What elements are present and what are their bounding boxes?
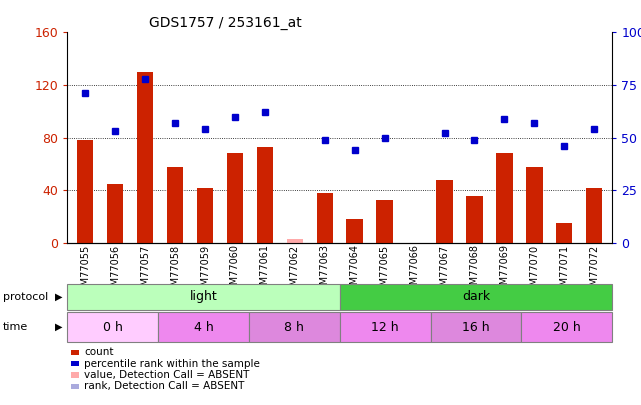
Text: 8 h: 8 h [285, 320, 304, 334]
Text: count: count [84, 347, 113, 357]
Text: 0 h: 0 h [103, 320, 122, 334]
Text: light: light [190, 290, 217, 303]
Text: percentile rank within the sample: percentile rank within the sample [84, 359, 260, 369]
Bar [437, 180, 453, 243]
Bar [340, 284, 612, 310]
Text: protocol: protocol [3, 292, 49, 302]
Bar [137, 72, 153, 243]
Bar [496, 153, 513, 243]
Text: 12 h: 12 h [371, 320, 399, 334]
Text: 20 h: 20 h [553, 320, 581, 334]
Bar [167, 167, 183, 243]
Bar [67, 312, 158, 342]
Bar [556, 223, 572, 243]
Bar [347, 220, 363, 243]
Bar [197, 188, 213, 243]
Bar [340, 312, 431, 342]
Text: value, Detection Call = ABSENT: value, Detection Call = ABSENT [84, 370, 249, 380]
Bar [466, 196, 483, 243]
Bar [287, 239, 303, 243]
Bar [586, 188, 603, 243]
Text: GDS1757 / 253161_at: GDS1757 / 253161_at [149, 16, 302, 30]
Bar [77, 140, 94, 243]
Bar [107, 184, 124, 243]
Text: time: time [3, 322, 28, 332]
Bar [256, 147, 273, 243]
Bar [158, 312, 249, 342]
Bar [227, 153, 243, 243]
Bar [317, 193, 333, 243]
Text: 16 h: 16 h [462, 320, 490, 334]
Bar [521, 312, 612, 342]
Text: 4 h: 4 h [194, 320, 213, 334]
Bar [526, 167, 542, 243]
Bar [249, 312, 340, 342]
Text: dark: dark [462, 290, 490, 303]
Bar [67, 284, 340, 310]
Bar [431, 312, 521, 342]
Text: rank, Detection Call = ABSENT: rank, Detection Call = ABSENT [84, 382, 244, 391]
Text: ▶: ▶ [55, 292, 63, 302]
Text: ▶: ▶ [55, 322, 63, 332]
Bar [376, 200, 393, 243]
